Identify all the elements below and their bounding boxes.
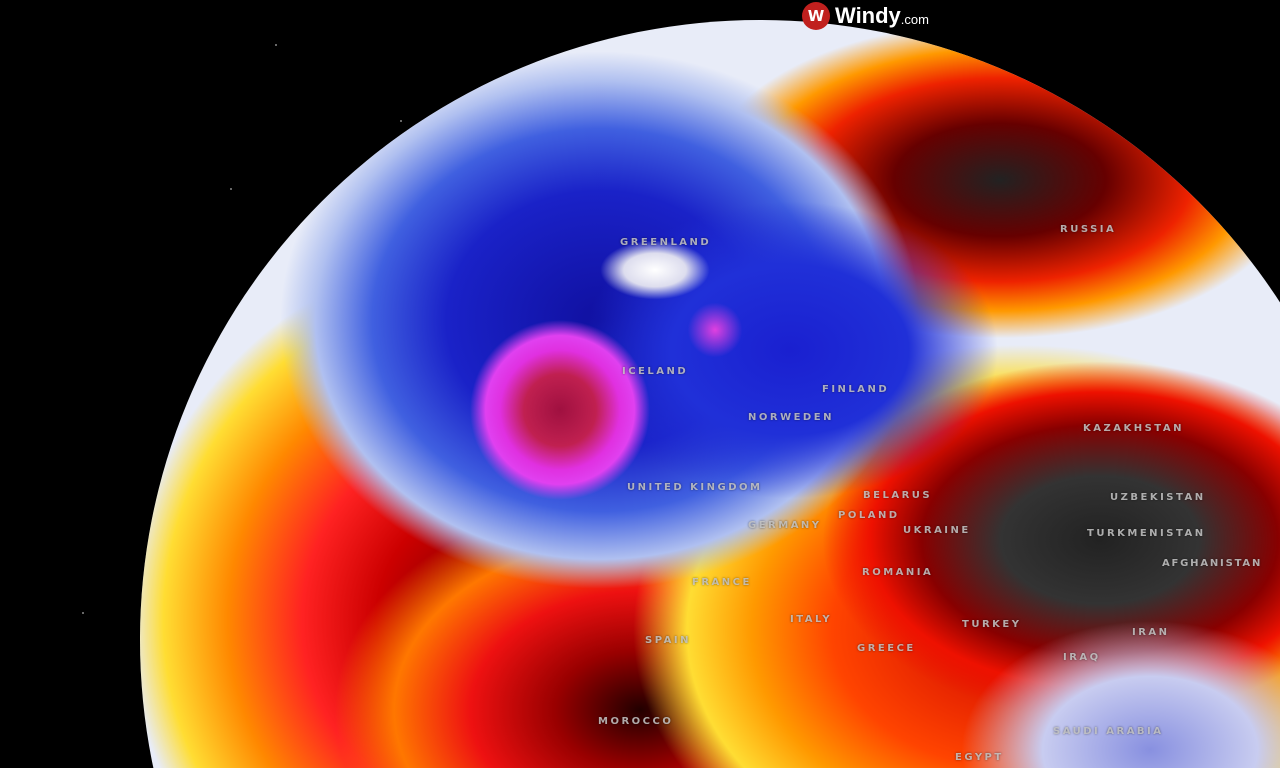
star [82,612,84,614]
star [275,44,277,46]
country-label: UNITED KINGDOM [627,482,763,493]
weather-globe[interactable] [140,20,1280,768]
country-label: GREECE [857,643,916,654]
country-label: TURKEY [962,619,1022,630]
country-label: UZBEKISTAN [1110,492,1206,503]
windy-logo[interactable]: W Windy .com [802,2,929,30]
brand-suffix: .com [900,11,929,27]
country-label: UKRAINE [903,525,971,536]
country-label: SAUDI ARABIA [1053,726,1164,737]
country-label: RUSSIA [1060,224,1117,235]
country-label: FINLAND [822,384,890,395]
country-label: FRANCE [692,577,752,588]
country-label: IRAQ [1063,652,1101,663]
country-label: SPAIN [645,635,691,646]
country-label: MOROCCO [598,716,674,727]
brand-name: Windy [835,3,901,28]
country-label: GREENLAND [620,237,712,248]
country-label: TURKMENISTAN [1087,528,1206,539]
star [400,120,402,122]
country-label: GERMANY [748,520,822,531]
country-label: ICELAND [622,366,689,377]
country-label: KAZAKHSTAN [1083,423,1184,434]
country-label: AFGHANISTAN [1162,558,1263,569]
greenland-ice [140,20,1280,768]
country-label: EGYPT [955,752,1004,763]
country-label: POLAND [838,510,900,521]
country-label: IRAN [1132,627,1170,638]
star [230,188,232,190]
country-label: ITALY [790,614,833,625]
country-label: NORWEDEN [748,412,834,423]
country-label: ROMANIA [862,567,934,578]
windy-logo-icon: W [802,2,830,30]
country-label: BELARUS [863,490,933,501]
